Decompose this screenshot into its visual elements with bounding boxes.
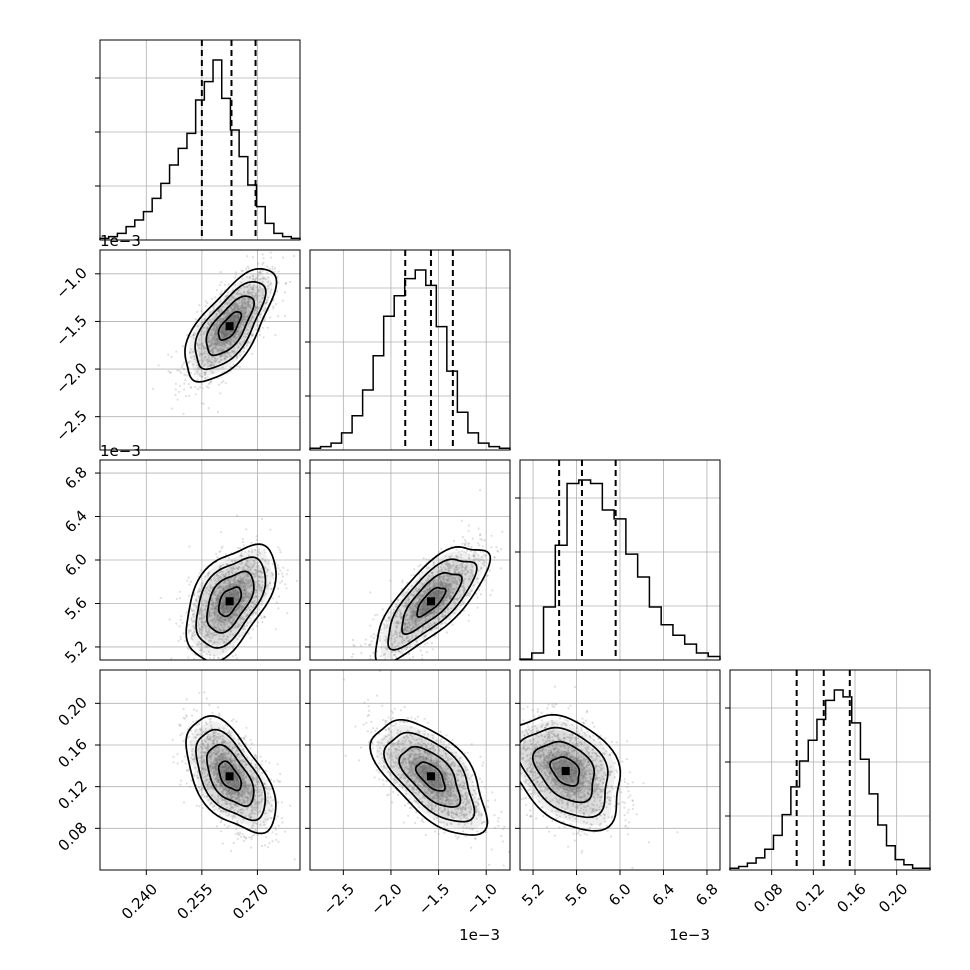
panel-frame xyxy=(309,249,511,451)
x-tick-label: 0.270 xyxy=(229,880,272,923)
y-tick-label: 0.12 xyxy=(54,777,90,813)
histogram-steps xyxy=(309,269,511,450)
panel-frame xyxy=(729,669,931,871)
x-tick-label: 6.0 xyxy=(605,880,635,910)
x-tick-label: −1.5 xyxy=(415,880,453,918)
x-tick-label: −1.0 xyxy=(462,880,500,918)
x-tick-label: 0.16 xyxy=(833,880,869,916)
histogram-steps xyxy=(99,59,301,240)
y-tick-label: −1.5 xyxy=(52,312,90,350)
scatter-panel-2-3 xyxy=(519,669,721,871)
contour-line xyxy=(205,743,255,807)
contour-line xyxy=(520,713,622,832)
contour-line xyxy=(217,586,243,618)
density-peak xyxy=(427,772,435,781)
contour-line xyxy=(194,280,267,371)
x-tick-label: 0.12 xyxy=(792,880,828,916)
contour-line xyxy=(217,760,243,792)
scatter-panel-1-2 xyxy=(309,459,511,661)
x-tick-label: −2.5 xyxy=(320,880,358,918)
contour-line xyxy=(520,726,609,819)
contour-line xyxy=(369,718,489,836)
hist-panel-2 xyxy=(515,459,721,661)
y-tick-label: 0.08 xyxy=(54,818,90,854)
contour-line xyxy=(217,310,243,341)
scatter-points xyxy=(350,488,504,660)
density-peak xyxy=(225,772,234,781)
contour-line xyxy=(195,728,267,822)
contour-line xyxy=(374,546,492,660)
x-tick-label: 0.20 xyxy=(875,880,911,916)
histogram-steps xyxy=(519,479,721,660)
contour-line xyxy=(401,571,463,636)
contour-line xyxy=(398,745,462,808)
x-tick-label: 5.2 xyxy=(518,880,548,910)
y-tick-label: −1.0 xyxy=(52,264,90,302)
x-tick-label: 5.6 xyxy=(562,880,592,910)
hist-panel-1 xyxy=(305,249,511,451)
panel-frame xyxy=(99,249,301,451)
x-tick-label: −2.0 xyxy=(367,880,405,918)
scatter-panel-0-3 xyxy=(99,669,301,871)
x-tick-label: 6.4 xyxy=(649,880,679,910)
contour-line xyxy=(185,543,277,660)
scatter-panel-0-2 xyxy=(99,459,301,661)
y-tick-label: 5.6 xyxy=(61,594,91,624)
x-offset-text: 1e−3 xyxy=(669,926,710,944)
scatter-panel-1-3 xyxy=(309,669,511,871)
scatter-points xyxy=(159,514,298,660)
contour-line xyxy=(205,295,256,357)
hist-panel-3 xyxy=(725,669,931,871)
contour-line xyxy=(416,586,447,618)
contour-line xyxy=(531,740,596,804)
y-tick-label: 6.0 xyxy=(61,550,91,580)
panel-frame xyxy=(99,39,301,241)
y-tick-label: 6.4 xyxy=(61,507,91,537)
y-offset-text: 1e−3 xyxy=(100,232,141,250)
y-tick-label: 5.2 xyxy=(61,637,91,667)
contour-line xyxy=(383,731,476,823)
contour-line xyxy=(185,715,277,835)
panel-frame xyxy=(99,669,301,871)
x-tick-label: 0.255 xyxy=(174,880,217,923)
density-peak xyxy=(225,322,234,331)
y-tick-label: 6.8 xyxy=(61,463,91,493)
y-offset-text: 1e−3 xyxy=(100,442,141,460)
hist-panel-0 xyxy=(95,39,301,241)
contour-line xyxy=(549,756,581,787)
panel-frame xyxy=(519,459,721,661)
contour-line xyxy=(206,570,255,634)
x-offset-text: 1e−3 xyxy=(459,926,500,944)
contour-line xyxy=(195,556,267,649)
density-peak xyxy=(225,597,234,606)
contour-line xyxy=(387,558,478,651)
x-tick-label: 6.8 xyxy=(692,880,722,910)
y-tick-label: −2.0 xyxy=(52,359,90,397)
histogram-steps xyxy=(729,689,931,870)
y-tick-label: 0.20 xyxy=(54,693,90,729)
contour-line xyxy=(184,267,278,383)
contour-line xyxy=(414,761,446,792)
density-peak xyxy=(561,767,570,775)
density-peak xyxy=(427,597,435,606)
x-tick-label: 0.240 xyxy=(118,880,161,923)
y-tick-label: 0.16 xyxy=(54,735,90,771)
x-tick-label: 0.08 xyxy=(750,880,786,916)
scatter-panel-0-1 xyxy=(99,249,301,451)
panel-frame xyxy=(309,669,511,871)
y-tick-label: −2.5 xyxy=(52,407,90,445)
